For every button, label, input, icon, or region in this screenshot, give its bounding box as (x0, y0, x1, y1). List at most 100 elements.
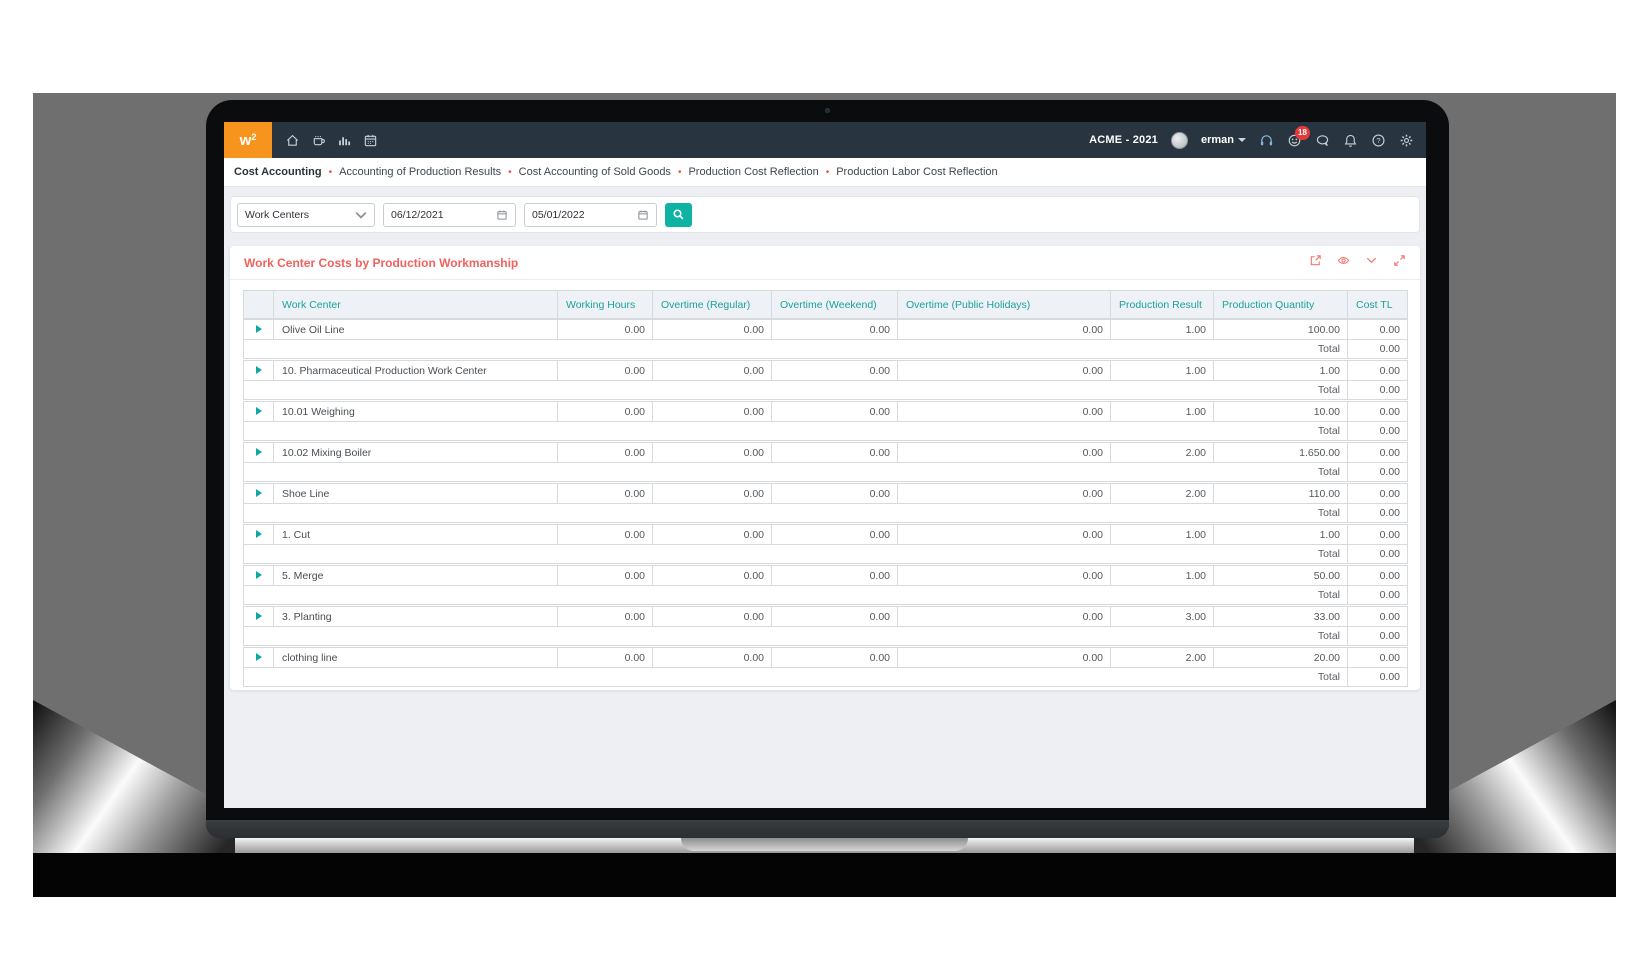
table-row: 1. Cut 0.00 0.00 0.00 0.00 1.00 1.00 0.0… (243, 524, 1408, 545)
table-row: 10.01 Weighing 0.00 0.00 0.00 0.00 1.00 … (243, 401, 1408, 422)
header-row: Work Center Working Hours Overtime (Regu… (243, 290, 1408, 319)
breadcrumb-active[interactable]: Cost Accounting (234, 166, 322, 178)
production-result-cell: 2.00 (1110, 442, 1214, 463)
total-label: Total (243, 544, 1348, 564)
calendar-icon[interactable] (363, 133, 378, 148)
expand-triangle-icon (255, 611, 262, 620)
total-cost-cell: 0.00 (1347, 339, 1408, 359)
col-work-center[interactable]: Work Center (273, 290, 558, 319)
working-hours-cell: 0.00 (557, 401, 653, 422)
gear-icon[interactable] (1399, 133, 1414, 148)
row-expander[interactable] (243, 606, 274, 627)
filter-bar: Work Centers 06/12/2021 05/01/2022 (230, 196, 1420, 233)
headset-icon[interactable] (1259, 133, 1274, 148)
overtime-regular-cell: 0.00 (652, 319, 772, 340)
total-row: Total 0.00 (243, 585, 1408, 605)
cost-tl-cell: 0.00 (1347, 565, 1408, 586)
coffee-icon[interactable] (311, 133, 326, 148)
breadcrumb-item[interactable]: Production Labor Cost Reflection (836, 166, 998, 178)
export-icon[interactable] (1309, 254, 1322, 267)
overtime-public-holidays-cell: 0.00 (897, 483, 1111, 504)
row-expander[interactable] (243, 565, 274, 586)
date-to-input[interactable]: 05/01/2022 (524, 202, 657, 227)
total-row: Total 0.00 (243, 462, 1408, 482)
col-cost-tl[interactable]: Cost TL (1347, 290, 1408, 319)
company-selector[interactable]: ACME - 2021 (1089, 134, 1158, 146)
total-label: Total (243, 585, 1348, 605)
row-expander[interactable] (243, 483, 274, 504)
expand-icon[interactable] (1393, 254, 1406, 267)
smiley-icon[interactable] (1287, 133, 1302, 148)
table-row: Shoe Line 0.00 0.00 0.00 0.00 2.00 110.0… (243, 483, 1408, 504)
table-row-group: 1. Cut 0.00 0.00 0.00 0.00 1.00 1.00 0.0… (243, 524, 1408, 564)
row-expander[interactable] (243, 401, 274, 422)
search-button[interactable] (665, 202, 692, 227)
total-label: Total (243, 421, 1348, 441)
card-title: Work Center Costs by Production Workmans… (244, 256, 519, 270)
cost-tl-cell: 0.00 (1347, 483, 1408, 504)
bar-chart-icon[interactable] (337, 133, 352, 148)
row-expander[interactable] (243, 319, 274, 340)
work-center-cell: 1. Cut (273, 524, 558, 545)
total-cost-cell: 0.00 (1347, 626, 1408, 646)
user-menu[interactable]: erman (1201, 134, 1246, 146)
total-cost-cell: 0.00 (1347, 585, 1408, 605)
col-overtime-public-holidays[interactable]: Overtime (Public Holidays) (897, 290, 1111, 319)
overtime-regular-cell: 0.00 (652, 442, 772, 463)
breadcrumb-item[interactable]: Accounting of Production Results (339, 166, 502, 178)
breadcrumb-item[interactable]: Production Cost Reflection (688, 166, 819, 178)
row-expander[interactable] (243, 360, 274, 381)
cost-tl-cell: 0.00 (1347, 442, 1408, 463)
date-from-input[interactable]: 06/12/2021 (383, 202, 516, 227)
col-overtime-regular[interactable]: Overtime (Regular) (652, 290, 772, 319)
production-quantity-cell: 1.650.00 (1213, 442, 1348, 463)
overtime-regular-cell: 0.00 (652, 606, 772, 627)
total-row: Total 0.00 (243, 421, 1408, 441)
work-center-cell: 10.01 Weighing (273, 401, 558, 422)
calendar-icon[interactable] (637, 209, 649, 221)
table-row: clothing line 0.00 0.00 0.00 0.00 2.00 2… (243, 647, 1408, 668)
work-center-cell: 3. Planting (273, 606, 558, 627)
working-hours-cell: 0.00 (557, 606, 653, 627)
overtime-regular-cell: 0.00 (652, 565, 772, 586)
chevron-down-icon[interactable] (1365, 254, 1378, 267)
home-icon[interactable] (285, 133, 300, 148)
expand-triangle-icon (255, 406, 262, 415)
expand-triangle-icon (255, 365, 262, 374)
avatar[interactable] (1170, 131, 1188, 149)
col-overtime-weekend[interactable]: Overtime (Weekend) (771, 290, 898, 319)
row-expander[interactable] (243, 442, 274, 463)
production-result-cell: 1.00 (1110, 319, 1214, 340)
overtime-regular-cell: 0.00 (652, 401, 772, 422)
overtime-weekend-cell: 0.00 (771, 524, 898, 545)
total-row: Total 0.00 (243, 544, 1408, 564)
total-cost-cell: 0.00 (1347, 462, 1408, 482)
col-production-result[interactable]: Production Result (1110, 290, 1214, 319)
date-to-value: 05/01/2022 (532, 208, 585, 221)
eye-icon[interactable] (1337, 254, 1350, 267)
production-quantity-cell: 50.00 (1213, 565, 1348, 586)
total-label: Total (243, 626, 1348, 646)
row-expander[interactable] (243, 524, 274, 545)
total-cost-cell: 0.00 (1347, 503, 1408, 523)
total-cost-cell: 0.00 (1347, 380, 1408, 400)
row-expander[interactable] (243, 647, 274, 668)
breadcrumb-item[interactable]: Cost Accounting of Sold Goods (518, 166, 671, 178)
overtime-weekend-cell: 0.00 (771, 647, 898, 668)
help-icon[interactable]: ? (1371, 133, 1386, 148)
expand-triangle-icon (255, 570, 262, 579)
production-result-cell: 2.00 (1110, 647, 1214, 668)
cost-tl-cell: 0.00 (1347, 401, 1408, 422)
breadcrumb: Cost Accounting • Accounting of Productio… (224, 158, 1426, 187)
calendar-icon[interactable] (496, 209, 508, 221)
col-working-hours[interactable]: Working Hours (557, 290, 653, 319)
total-cost-cell: 0.00 (1347, 544, 1408, 564)
working-hours-cell: 0.00 (557, 565, 653, 586)
bell-icon[interactable] (1343, 133, 1358, 148)
work-centers-select[interactable]: Work Centers (237, 202, 375, 227)
chat-icon[interactable] (1315, 133, 1330, 148)
overtime-weekend-cell: 0.00 (771, 565, 898, 586)
expand-triangle-icon (255, 488, 262, 497)
col-production-quantity[interactable]: Production Quantity (1213, 290, 1348, 319)
